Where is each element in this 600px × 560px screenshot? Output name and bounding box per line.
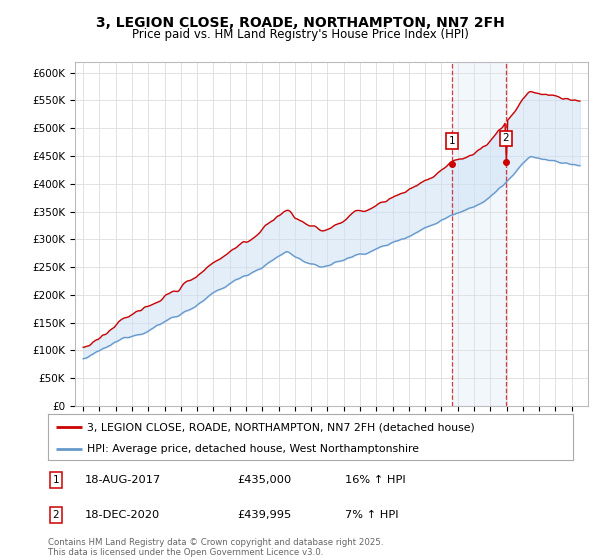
Text: 1: 1 [448, 136, 455, 146]
Text: £435,000: £435,000 [237, 475, 291, 485]
Text: 3, LEGION CLOSE, ROADE, NORTHAMPTON, NN7 2FH (detached house): 3, LEGION CLOSE, ROADE, NORTHAMPTON, NN7… [88, 422, 475, 432]
Bar [452, 62, 506, 406]
Text: HPI: Average price, detached house, West Northamptonshire: HPI: Average price, detached house, West… [88, 444, 419, 454]
Text: 18-DEC-2020: 18-DEC-2020 [85, 510, 160, 520]
Text: Price paid vs. HM Land Registry's House Price Index (HPI): Price paid vs. HM Land Registry's House … [131, 28, 469, 41]
Text: 16% ↑ HPI: 16% ↑ HPI [344, 475, 406, 485]
Text: £439,995: £439,995 [237, 510, 291, 520]
Text: 18-AUG-2017: 18-AUG-2017 [85, 475, 161, 485]
Text: 2: 2 [53, 510, 59, 520]
Text: 3, LEGION CLOSE, ROADE, NORTHAMPTON, NN7 2FH: 3, LEGION CLOSE, ROADE, NORTHAMPTON, NN7… [95, 16, 505, 30]
Text: 1: 1 [53, 475, 59, 485]
Text: Contains HM Land Registry data © Crown copyright and database right 2025.
This d: Contains HM Land Registry data © Crown c… [48, 538, 383, 557]
Text: 7% ↑ HPI: 7% ↑ HPI [344, 510, 398, 520]
Text: 2: 2 [503, 133, 509, 143]
